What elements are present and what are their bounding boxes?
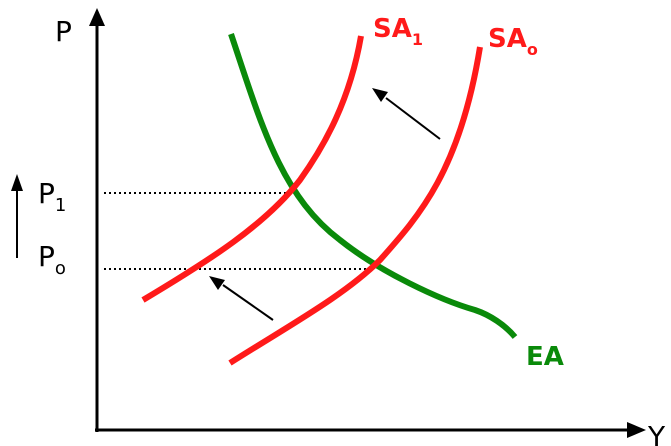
shift-arrow-lower: [209, 276, 274, 321]
price-level-p0-label: Po: [38, 240, 66, 279]
sa0-label: SAo: [488, 24, 538, 59]
shift-arrow-upper: [372, 88, 441, 140]
sa0-curve: [228, 46, 483, 366]
ea-label: EA: [526, 342, 564, 372]
x-axis-arrowhead: [627, 422, 646, 438]
ea-curve: [228, 33, 518, 339]
y-axis-arrowhead: [89, 8, 105, 26]
x-axis-label: Y: [647, 420, 666, 446]
y-axis-label: P: [55, 15, 72, 48]
axes: [89, 8, 646, 438]
sa1-label: SA1: [373, 14, 423, 49]
sa1-curve: [141, 35, 364, 303]
price-level-p1-label: P1: [38, 177, 66, 216]
price-rise-arrow: [11, 174, 23, 258]
